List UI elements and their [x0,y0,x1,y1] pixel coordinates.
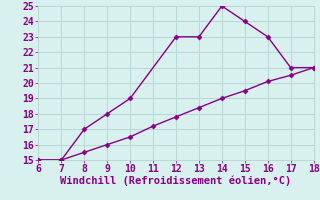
X-axis label: Windchill (Refroidissement éolien,°C): Windchill (Refroidissement éolien,°C) [60,176,292,186]
